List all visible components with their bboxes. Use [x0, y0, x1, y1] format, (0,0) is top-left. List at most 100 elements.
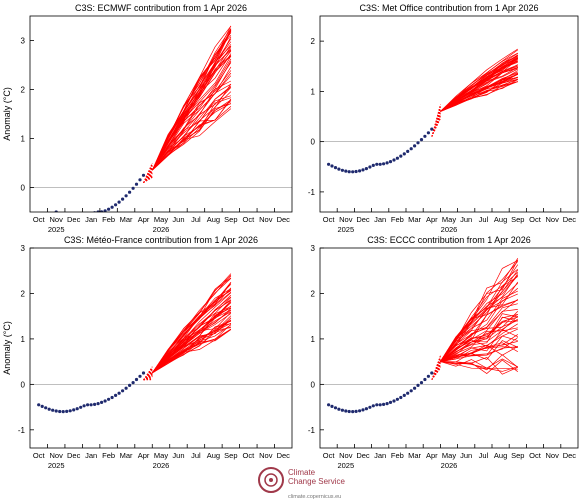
observed-point [117, 391, 121, 395]
x-tick-label: Jun [460, 451, 472, 460]
forecast-link-line [143, 371, 153, 381]
forecast-member-line [152, 87, 232, 171]
observed-point [96, 402, 100, 406]
forecast-link-line [143, 175, 153, 183]
x-tick-label: Oct [242, 215, 255, 224]
year-label: 2026 [441, 225, 458, 234]
x-tick-label: Dec [563, 215, 577, 224]
forecast-link-line [143, 169, 153, 183]
observed-point [375, 162, 379, 166]
forecast-member-line [152, 329, 232, 374]
observed-point [327, 162, 331, 166]
observed-point [117, 200, 121, 204]
x-tick-label: Nov [50, 215, 64, 224]
forecast-member-line [152, 300, 232, 374]
observed-point [75, 407, 79, 411]
observed-point [128, 383, 132, 387]
x-tick-label: Oct [33, 215, 46, 224]
x-tick-label: Jul [191, 451, 201, 460]
y-tick-label: 0 [21, 380, 26, 389]
observed-point [364, 407, 368, 411]
observed-point [51, 408, 55, 412]
observed-point [327, 403, 331, 407]
observed-point [388, 400, 393, 404]
y-tick-label: 2 [21, 86, 26, 95]
observed-point [426, 374, 430, 378]
observed-point [138, 374, 142, 378]
observed-point [40, 404, 44, 408]
panel-ecmwf: C3S: ECMWF contribution from 1 Apr 2026 0… [2, 3, 293, 234]
x-tick-label: Dec [356, 451, 370, 460]
y-tick-label: -1 [308, 188, 316, 197]
panel-eccc: C3S: ECCC contribution from 1 Apr 2026 -1… [308, 235, 579, 470]
observed-point [340, 168, 344, 172]
forecast-member-line [440, 346, 518, 362]
observed-point [103, 209, 107, 212]
forecast-member-line [151, 55, 232, 171]
logo-url: climate.copernicus.eu [288, 494, 342, 500]
panel-title: C3S: ECCC contribution from 1 Apr 2026 [367, 235, 531, 245]
observed-point [333, 406, 338, 410]
observed-point [103, 399, 107, 403]
observed-point [114, 203, 118, 207]
observed-point [37, 403, 41, 407]
observed-point [330, 164, 334, 168]
x-tick-label: Jan [85, 215, 97, 224]
forecast-member-line [440, 359, 519, 374]
x-tick-label: Jan [374, 215, 386, 224]
observed-point [107, 207, 111, 211]
observed-point [399, 154, 403, 158]
x-tick-label: Feb [102, 215, 115, 224]
observed-point [138, 178, 142, 182]
x-tick-label: Jun [172, 451, 184, 460]
forecast-member-line [440, 49, 519, 112]
x-tick-label: Dec [277, 215, 291, 224]
forecast-member-line [440, 79, 518, 112]
x-tick-label: May [442, 215, 456, 224]
copernicus-logo: Climate Change Service climate.copernicu… [258, 466, 378, 502]
forecast-member-line [152, 101, 232, 171]
x-tick-label: Mar [120, 451, 133, 460]
x-tick-label: Jul [479, 451, 489, 460]
forecast-member-line [152, 305, 232, 374]
observed-point [395, 397, 399, 401]
observed-point [399, 395, 403, 400]
forecast-member-line [152, 320, 232, 374]
year-label: 2025 [48, 461, 65, 470]
x-tick-label: Jun [172, 215, 184, 224]
forecast-member-line [440, 65, 518, 112]
x-tick-label: Nov [339, 215, 353, 224]
observed-point [351, 170, 355, 174]
forecast-member-line [440, 53, 518, 112]
observed-point [337, 167, 341, 171]
x-tick-label: Jul [479, 215, 489, 224]
observed-point [54, 409, 58, 413]
x-tick-label: Aug [207, 451, 220, 460]
forecast-link-line [431, 360, 441, 380]
panel-title: C3S: Météo-France contribution from 1 Ap… [64, 235, 258, 245]
forecast-member-line [440, 273, 519, 362]
observed-series [327, 127, 434, 174]
observed-point [72, 408, 76, 412]
observed-point [354, 409, 358, 413]
forecast-ensemble [143, 25, 232, 183]
y-tick-label: 3 [21, 244, 26, 253]
observed-point [141, 173, 146, 177]
forecast-member-line [440, 310, 519, 362]
observed-point [385, 161, 389, 165]
forecast-member-line [440, 281, 519, 362]
x-tick-label: Nov [546, 215, 560, 224]
forecast-link-line [143, 371, 153, 381]
forecast-member-line [440, 81, 518, 112]
forecast-member-line [440, 320, 518, 362]
y-tick-label: 3 [21, 37, 26, 46]
x-tick-label: Dec [356, 215, 370, 224]
observed-point [330, 404, 334, 408]
x-tick-label: Feb [102, 451, 115, 460]
x-tick-label: Aug [494, 451, 507, 460]
y-tick-label: 2 [311, 37, 316, 46]
copernicus-logo-icon [258, 467, 284, 493]
forecast-link-line [431, 108, 441, 137]
forecast-member-line [152, 80, 232, 171]
forecast-link-line [143, 174, 153, 183]
